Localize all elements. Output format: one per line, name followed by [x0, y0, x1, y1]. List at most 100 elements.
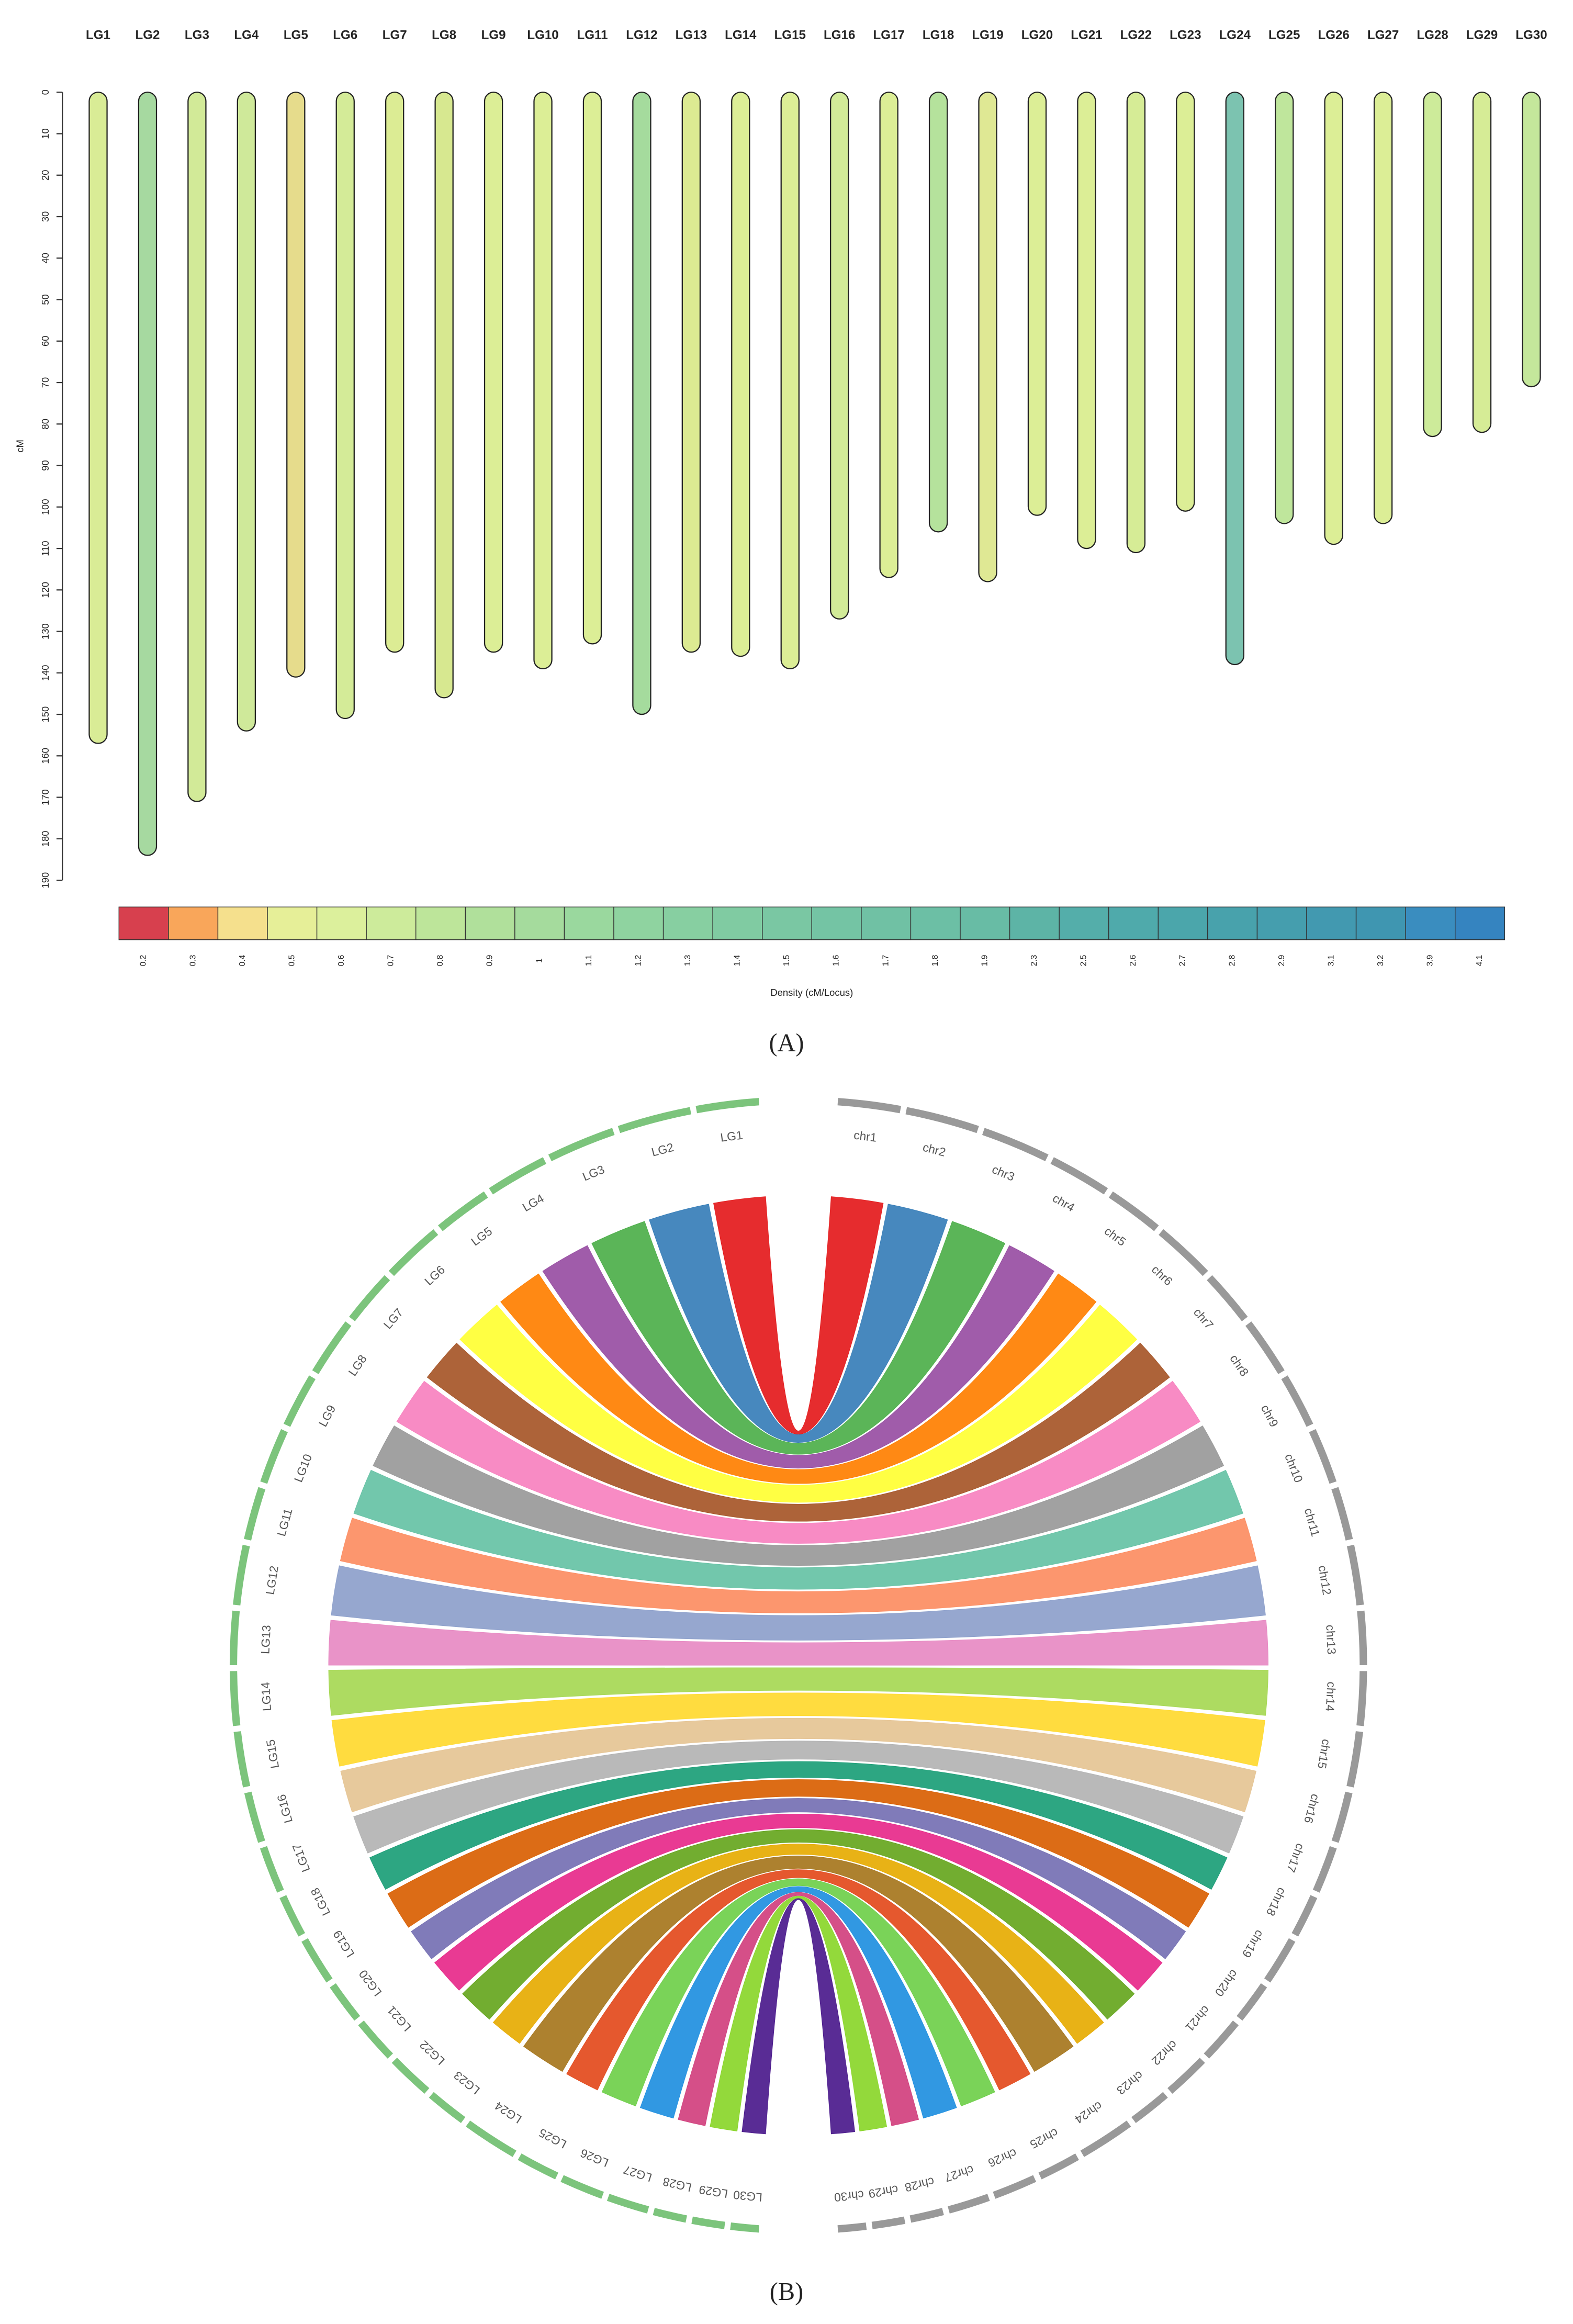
lg-label: LG30	[1515, 28, 1547, 42]
lg-arc	[349, 1275, 390, 1321]
linkage-group	[1225, 92, 1244, 666]
linkage-group	[830, 92, 849, 620]
lg-label: LG13	[676, 28, 707, 42]
chr-arc	[1357, 1610, 1367, 1666]
lg-arc	[233, 1731, 251, 1788]
lg-arc	[301, 1938, 333, 1983]
lg-label: LG21	[1071, 28, 1102, 42]
chr-label: chr24	[1073, 2099, 1105, 2127]
lg-arc	[330, 1983, 361, 2021]
lg-label: LG9	[481, 28, 506, 42]
chr-label: chr5	[1102, 1224, 1129, 1249]
lg-label: LG23	[451, 2069, 482, 2097]
chr-label: chr26	[986, 2146, 1018, 2170]
lg-arc	[229, 1610, 240, 1666]
synteny-ribbon	[353, 1469, 1243, 1590]
lg-label: LG9	[316, 1402, 338, 1429]
y-tick-label: 80	[40, 419, 51, 430]
lg-arc	[358, 2020, 394, 2059]
lg-label: LG4	[234, 28, 259, 42]
chr-arc	[1080, 2120, 1131, 2157]
lg-label: LG17	[289, 1842, 312, 1874]
linkage-group	[237, 92, 256, 732]
y-tick-label: 20	[40, 170, 51, 181]
lg-arc	[244, 1791, 265, 1843]
y-tick-label: 50	[40, 294, 51, 305]
lg-arc	[260, 1846, 284, 1893]
linkage-group	[335, 92, 355, 720]
chr-label: chr13	[1323, 1624, 1339, 1655]
legend-label: 1.4	[733, 955, 742, 966]
linkage-group	[1522, 92, 1541, 388]
synteny-ribbon	[396, 1380, 1200, 1544]
synteny-ribbon	[340, 1518, 1257, 1613]
chr-arc	[1167, 2058, 1205, 2094]
chr-arc	[1050, 1157, 1108, 1195]
y-tick-label: 100	[40, 499, 51, 515]
synteny-ribbon	[459, 1305, 1138, 1503]
chr-label: chr11	[1302, 1507, 1323, 1538]
lg-label: LG28	[1417, 28, 1448, 42]
chr-arc	[993, 2175, 1037, 2199]
linkage-group	[533, 92, 553, 670]
synteny-ribbon	[710, 1896, 887, 2131]
lg-label: LG19	[972, 28, 1003, 42]
lg-label: LG20	[356, 1968, 384, 1999]
legend-label: 0.7	[387, 955, 396, 967]
legend-label: 0.5	[287, 955, 296, 966]
chr-label: chr10	[1282, 1452, 1306, 1484]
legend-label: 1.6	[832, 955, 841, 967]
lg-label: LG28	[661, 2175, 693, 2195]
lg-label: LG26	[578, 2146, 610, 2170]
synteny-ribbon	[542, 1245, 1054, 1469]
chr-arc	[1346, 1731, 1363, 1788]
chr-arc	[1264, 1938, 1296, 1983]
lg-label: LG1	[720, 1128, 744, 1144]
linkage-group	[1275, 92, 1294, 524]
legend-label: 3.9	[1426, 955, 1435, 967]
chr-label: chr21	[1183, 2003, 1212, 2035]
chr-label: chr17	[1284, 1842, 1308, 1874]
y-tick-label: 180	[40, 830, 51, 847]
chr-label: chr1	[853, 1128, 878, 1144]
legend-swatch	[861, 906, 912, 940]
chr-label: chr22	[1149, 2038, 1180, 2068]
legend-label: 0.8	[436, 955, 445, 967]
lg-label: LG2	[650, 1140, 675, 1159]
y-tick-label: 190	[40, 872, 51, 889]
linkage-group	[286, 92, 306, 678]
synteny-ribbon	[353, 1741, 1244, 1854]
legend-swatch	[118, 906, 169, 940]
synteny-ribbon	[328, 1667, 1268, 1716]
chr-arc	[1331, 1487, 1353, 1541]
lg-label: LG19	[330, 1928, 357, 1960]
synteny-ribbon	[426, 1342, 1170, 1522]
chr-arc	[1312, 1846, 1337, 1893]
chr-arc	[1131, 2092, 1168, 2124]
chr-label: chr16	[1301, 1792, 1322, 1825]
chr-label: chr6	[1149, 1262, 1175, 1288]
y-tick-label: 170	[40, 789, 51, 805]
chr-label: chr2	[922, 1140, 947, 1159]
synteny-ribbon	[713, 1196, 884, 1434]
y-tick-label: 70	[40, 377, 51, 388]
linkage-group	[138, 92, 158, 856]
y-tick-label: 0	[40, 89, 51, 95]
synteny-ribbon	[434, 1814, 1163, 1991]
chr-arc	[871, 2216, 906, 2229]
lg-label: LG2	[135, 28, 160, 42]
lg-label: LG12	[263, 1565, 281, 1596]
linkage-group	[88, 92, 108, 744]
lg-label: LG10	[291, 1452, 314, 1484]
synteny-ribbon	[649, 1204, 948, 1443]
lg-arc	[518, 2153, 559, 2180]
linkage-group	[1027, 92, 1047, 516]
legend-swatch	[1108, 906, 1159, 940]
legend-label: 0.2	[139, 955, 148, 967]
chr-label: chr28	[904, 2175, 936, 2195]
y-tick-label: 10	[40, 128, 51, 139]
lg-label: LG27	[622, 2163, 654, 2185]
linkage-group	[879, 92, 898, 578]
legend-swatch	[366, 906, 417, 940]
lg-label: LG22	[417, 2038, 447, 2068]
